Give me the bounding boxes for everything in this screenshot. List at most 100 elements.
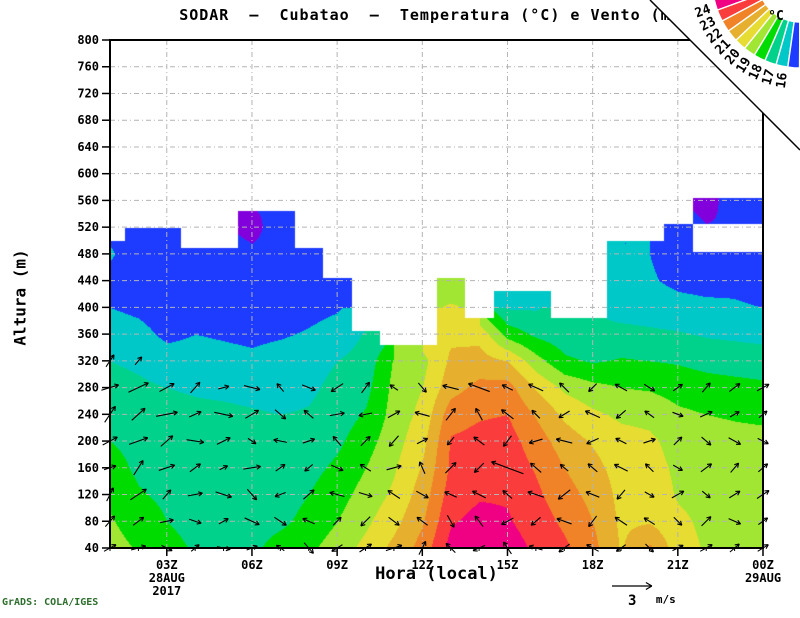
grads-stamp: GrADS: COLA/IGES <box>2 597 99 608</box>
wind-arrow <box>643 437 656 444</box>
wind-arrow <box>444 490 457 498</box>
y-tick-label: 280 <box>77 381 99 395</box>
wind-arrow <box>274 516 287 526</box>
wind-arrow <box>588 383 598 393</box>
wind-arrow <box>186 439 205 445</box>
wind-arrow <box>671 490 685 499</box>
wind-arrow <box>468 382 490 393</box>
x-tick-label: 18Z <box>582 558 604 572</box>
legend-tick-label: 18 <box>746 62 766 82</box>
wind-arrow <box>215 491 232 499</box>
wind-arrow <box>218 518 229 525</box>
wind-arrow <box>330 464 344 472</box>
wind-arrow <box>187 491 203 497</box>
wind-arrow <box>527 490 545 498</box>
wind-arrow <box>133 459 144 476</box>
ref-arrow-value: 3 <box>628 593 636 609</box>
wind-arrow <box>414 410 430 417</box>
wind-arrow <box>275 463 286 472</box>
wind-arrow <box>491 460 524 475</box>
wind-arrow <box>244 517 260 526</box>
x-tick-label: 09Z <box>326 558 348 572</box>
y-tick-label: 360 <box>77 327 99 341</box>
y-tick-label: 760 <box>77 60 99 74</box>
wind-arrow <box>729 411 740 418</box>
ref-arrow-unit: m/s <box>656 593 676 606</box>
y-tick-label: 80 <box>85 514 99 528</box>
wind-arrow <box>643 383 656 392</box>
wind-arrow <box>556 517 572 525</box>
wind-arrow <box>672 383 683 392</box>
y-tick-label: 200 <box>77 434 99 448</box>
x-tick-label: 00Z <box>752 558 774 572</box>
x-tick-label: 15Z <box>497 558 519 572</box>
y-tick-label: 600 <box>77 167 99 181</box>
wind-arrow <box>531 409 541 419</box>
wind-arrow <box>672 464 683 471</box>
wind-arrow <box>160 518 174 524</box>
x-tick-sublabel: 29AUG <box>745 571 781 585</box>
wind-arrow <box>587 463 598 473</box>
wind-arrow <box>330 383 344 393</box>
legend-tick-label: 17 <box>760 68 779 87</box>
wind-arrow <box>418 461 426 474</box>
y-tick-label: 480 <box>77 247 99 261</box>
wind-arrow <box>728 437 742 445</box>
y-tick-label: 240 <box>77 407 99 421</box>
wind-arrow <box>474 515 484 527</box>
wind-arrow <box>189 463 201 473</box>
x-tick-label: 12Z <box>411 558 433 572</box>
plot-frame <box>109 39 764 549</box>
wind-arrow <box>303 409 314 419</box>
wind-arrow <box>304 464 314 472</box>
wind-arrow <box>303 489 315 500</box>
wind-arrow <box>614 516 628 526</box>
y-tick-label: 720 <box>77 86 99 100</box>
wind-arrow <box>132 516 145 526</box>
wind-arrow <box>442 383 459 391</box>
wind-arrow <box>162 489 172 500</box>
y-tick-label: 640 <box>77 140 99 154</box>
wind-arrow <box>559 382 570 393</box>
wind-arrow <box>219 465 229 471</box>
wind-arrow <box>588 515 598 528</box>
wind-arrow <box>386 464 402 471</box>
wind-arrow <box>131 407 146 421</box>
wind-arrow <box>728 490 741 499</box>
wind-arrow <box>302 517 315 525</box>
wind-arrow <box>358 492 373 499</box>
wind-arrow <box>644 410 655 419</box>
x-tick-label: 03Z <box>156 558 178 572</box>
wind-arrow <box>416 437 429 445</box>
wind-arrow <box>417 382 427 393</box>
wind-arrow <box>586 437 599 445</box>
wind-arrow <box>701 490 711 499</box>
wind-arrow <box>332 435 342 447</box>
wind-arrow <box>500 409 514 420</box>
wind-arrow <box>158 463 176 471</box>
y-tick-label: 800 <box>77 33 99 47</box>
gridlines <box>110 40 763 548</box>
wind-vectors <box>101 354 770 555</box>
wind-arrow <box>130 488 147 501</box>
wind-arrow <box>584 410 601 419</box>
wind-arrow <box>273 437 288 444</box>
y-tick-label: 440 <box>77 274 99 288</box>
x-tick-sublabel: 28AUG <box>149 571 185 585</box>
wind-arrow <box>730 462 740 473</box>
legend-wedge <box>716 0 764 22</box>
wind-arrow <box>190 381 201 394</box>
wind-arrow <box>673 436 683 446</box>
wind-arrow <box>416 516 428 526</box>
wind-arrow <box>134 356 143 366</box>
x-tick-sublabel: 2017 <box>152 584 181 598</box>
y-tick-label: 520 <box>77 220 99 234</box>
wind-arrow <box>361 381 371 394</box>
wind-arrow <box>473 462 485 473</box>
wind-arrow <box>501 384 514 391</box>
wind-arrow <box>245 409 260 419</box>
x-tick-label: 06Z <box>241 558 263 572</box>
